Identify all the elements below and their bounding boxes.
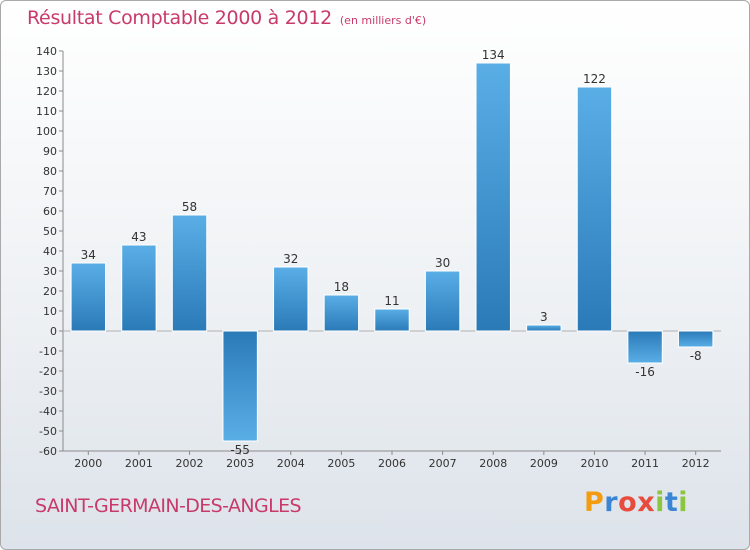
data-label: -8 [690,349,702,363]
data-label: 34 [81,248,96,262]
commune-name: SAINT-GERMAIN-DES-ANGLES [35,495,302,517]
y-tick-label: 10 [43,305,57,318]
y-tick-label: 0 [50,325,57,338]
logo-letter: t [664,487,679,518]
y-tick-label: -30 [39,385,57,398]
y-tick-label: -20 [39,365,57,378]
chart-title: Résultat Comptable 2000 à 2012 (en millie… [27,7,426,29]
proxiti-logo[interactable]: Proxiti [584,487,688,518]
bar [424,270,461,332]
data-label: 3 [540,310,548,324]
y-tick-label: 80 [43,165,57,178]
data-label: 18 [334,280,349,294]
bar [323,294,360,332]
x-tick-label: 2005 [327,457,355,470]
bar [475,62,511,332]
y-tick-label: 30 [43,265,57,278]
data-label: 30 [435,256,450,270]
y-tick-label: -60 [39,445,57,458]
logo-letter: P [584,487,605,518]
chart-title-text: Résultat Comptable 2000 à 2012 [27,7,332,29]
bar [121,244,157,332]
x-tick-label: 2003 [226,457,254,470]
chart-axes: 1401301201101009080706050403020100-10-20… [36,45,721,470]
x-tick-label: 2009 [530,457,558,470]
y-tick-label: 120 [36,85,57,98]
y-tick-label: -40 [39,405,57,418]
bar [677,330,714,348]
x-tick-label: 2000 [74,457,102,470]
bar [627,330,663,364]
y-tick-label: 60 [43,205,57,218]
logo-letter: o [618,487,638,518]
y-tick-label: 110 [36,105,57,118]
y-tick-label: 20 [43,285,57,298]
logo-letter: i [678,487,689,518]
y-tick-label: 90 [43,145,57,158]
data-label: 11 [384,294,399,308]
data-label: -16 [635,365,655,379]
bar [171,214,208,332]
bar [576,86,613,332]
bar [70,262,107,332]
logo-letter: r [604,487,619,518]
data-label: 58 [182,200,197,214]
chart-subtitle: (en milliers d'€) [339,14,427,27]
bar [374,308,410,332]
y-tick-label: 40 [43,245,57,258]
y-tick-label: 130 [36,65,57,78]
x-tick-label: 2004 [277,457,305,470]
y-tick-label: -50 [39,425,57,438]
bar [273,266,309,332]
data-label: 122 [583,72,606,86]
chart-bars [70,62,714,442]
data-label: 43 [131,230,146,244]
x-tick-label: 2002 [176,457,204,470]
x-tick-label: 2012 [682,457,710,470]
y-tick-label: 50 [43,225,57,238]
bar [222,330,258,442]
bar [526,324,562,332]
logo-letter: x [637,487,656,518]
data-label: 134 [482,48,505,62]
x-tick-label: 2008 [479,457,507,470]
x-tick-label: 2001 [125,457,153,470]
y-tick-label: 140 [36,45,57,58]
x-tick-label: 2006 [378,457,406,470]
x-tick-label: 2010 [580,457,608,470]
y-tick-label: 70 [43,185,57,198]
data-label: 32 [283,252,298,266]
y-tick-label: -10 [39,345,57,358]
x-tick-label: 2007 [429,457,457,470]
x-tick-label: 2011 [631,457,659,470]
data-label: -55 [230,443,250,457]
chart-data-labels: 34 43 58 -55 32 18 11 30 134 3 122 -16 -8 [81,48,702,457]
logo-letter: i [655,487,665,518]
y-tick-label: 100 [36,125,57,138]
